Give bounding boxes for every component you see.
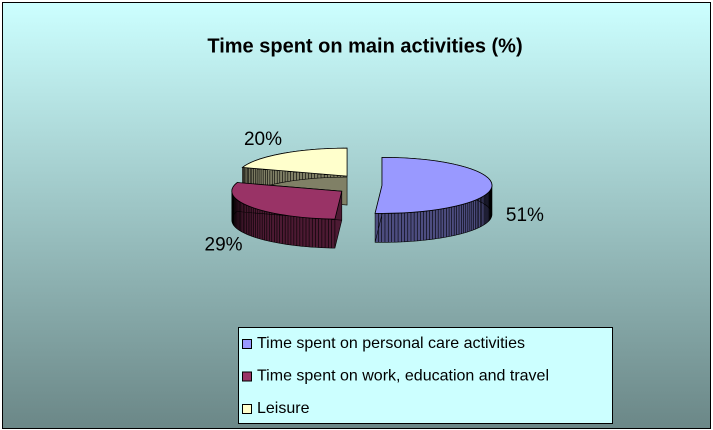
slice bbox=[241, 147, 348, 177]
data-label: 51% bbox=[506, 205, 544, 226]
data-label: 20% bbox=[244, 129, 282, 150]
slice bbox=[374, 156, 493, 214]
legend-label: Time spent on work, education and travel bbox=[257, 368, 549, 385]
slice bbox=[231, 182, 343, 220]
legend-swatch bbox=[242, 404, 252, 414]
chart-title: Time spent on main activities (%) bbox=[207, 35, 522, 57]
legend-swatch bbox=[242, 371, 252, 382]
legend-box bbox=[238, 327, 613, 424]
legend-swatch bbox=[242, 339, 252, 349]
legend-label: Time spent on personal care activities bbox=[257, 335, 525, 352]
data-label: 29% bbox=[205, 234, 243, 255]
legend-label: Leisure bbox=[257, 400, 310, 417]
